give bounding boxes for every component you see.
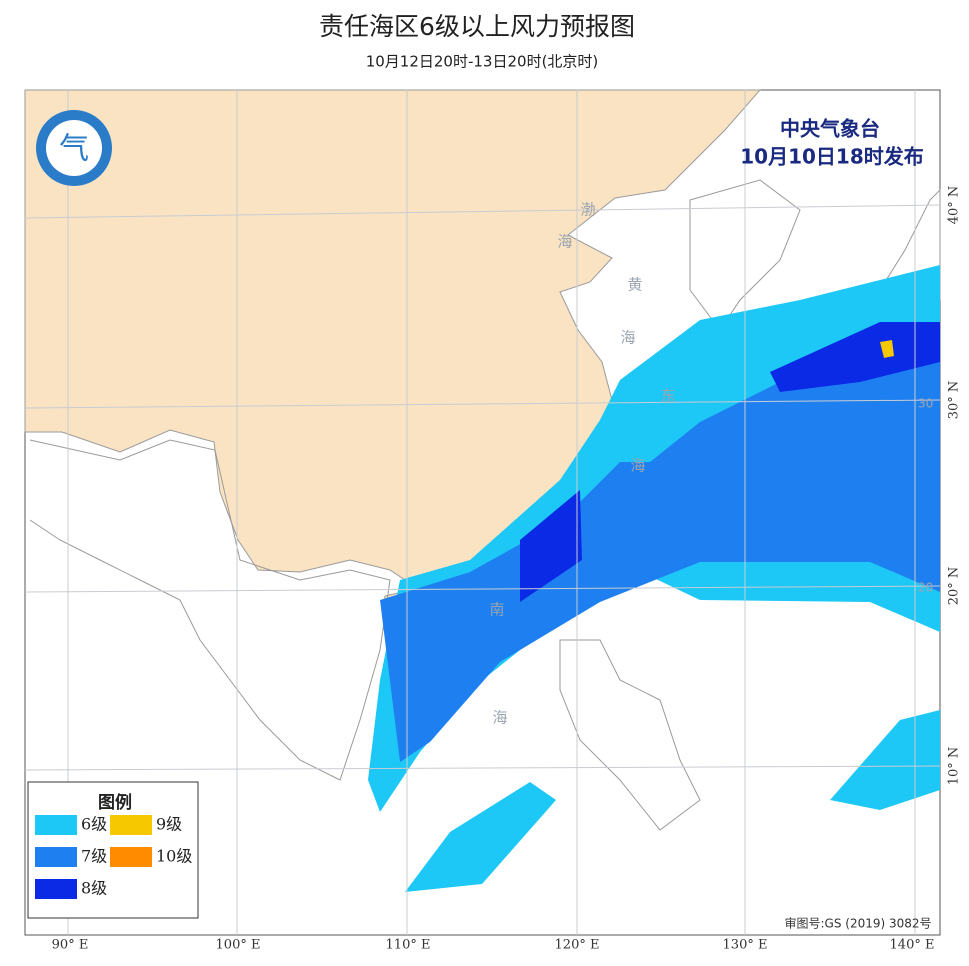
approval: 审图号:GS (2019) 3082号 [784, 916, 931, 931]
grid-label: 30 [918, 397, 933, 411]
lat-label: 10° N [947, 747, 962, 786]
lat-line [24, 399, 941, 409]
sea-label: 东 [660, 387, 675, 405]
lon-label: 120° E [555, 938, 600, 953]
lat-label: 30° N [947, 381, 962, 420]
legend-label: 9级 [156, 815, 182, 834]
legend-swatch [35, 847, 77, 867]
title: 责任海区6级以上风力预报图 [319, 12, 635, 41]
legend-label: 6级 [81, 815, 107, 834]
lat-line [24, 204, 941, 219]
sea-label: 黄 [627, 276, 642, 294]
sea-label: 渤 [580, 201, 595, 219]
lat-line [24, 765, 941, 771]
issue-time: 10月10日18时发布 [740, 145, 924, 169]
legend-swatch [35, 879, 77, 899]
korea [689, 179, 801, 331]
indochina [29, 439, 391, 781]
graticule [24, 90, 941, 935]
philippines [559, 639, 701, 831]
lon-label: 130° E [723, 938, 768, 953]
wind-area-6 [830, 710, 940, 810]
legend-title: 图例 [98, 792, 132, 813]
lat-label: 40° N [947, 186, 962, 225]
legend-swatch [35, 815, 77, 835]
legend-swatch [110, 815, 152, 835]
grid-label: 20 [918, 581, 933, 595]
legend-label: 10级 [156, 847, 192, 866]
subtitle: 10月12日20时-13日20时(北京时) [366, 53, 599, 71]
wind-area-6 [405, 782, 556, 892]
sea-label: 海 [630, 457, 645, 475]
lon-label: 110° E [386, 938, 431, 953]
axes: 90° E 100° E 110° E 120° E 130° E 140° E… [52, 186, 962, 953]
legend-label: 7级 [81, 847, 107, 866]
lat-label: 20° N [947, 567, 962, 606]
sea-label: 海 [557, 233, 572, 251]
logo [46, 120, 102, 176]
sea-label: 海 [492, 709, 507, 727]
wind-area-9 [880, 340, 894, 358]
sea-label: 南 [489, 601, 504, 619]
wind-area-7 [380, 342, 940, 762]
wind-area-8 [770, 322, 940, 392]
wind-area-8 [520, 490, 582, 602]
lon-label: 90° E [52, 938, 89, 953]
agency: 中央气象台 [780, 117, 880, 141]
lon-label: 140° E [890, 938, 935, 953]
sea-label: 海 [620, 329, 635, 347]
logo-glyph: 气 [59, 132, 89, 167]
legend: 图例 6级 7级 8级 9级 10级 [27, 781, 199, 919]
legend-swatch [110, 847, 152, 867]
lon-label: 100° E [216, 938, 261, 953]
legend-label: 8级 [81, 879, 107, 898]
lat-line [24, 585, 941, 593]
